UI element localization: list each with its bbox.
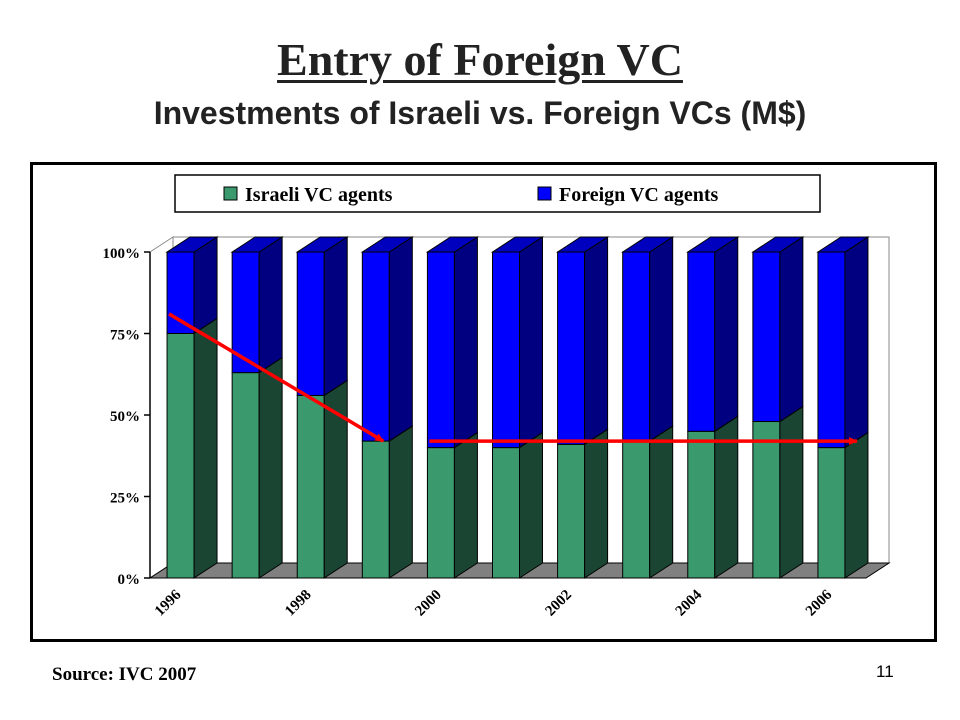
- bar-segment-top: [490, 236, 545, 253]
- bar-segment-front: [622, 251, 651, 442]
- bar-segment-side: [844, 236, 869, 449]
- bar-segment-front: [361, 440, 390, 579]
- bar-segment-side: [714, 236, 739, 433]
- bar-segment-front: [752, 251, 781, 423]
- x-tick-label: 1998: [282, 587, 315, 620]
- bar-segment-side: [519, 431, 543, 579]
- x-tick-label: 2006: [803, 587, 836, 620]
- bar-segment-top: [425, 236, 480, 253]
- bar-segment-top: [620, 236, 675, 253]
- x-tick-label: 2002: [542, 587, 575, 620]
- y-tick-label: 0%: [118, 572, 141, 588]
- bar-segment-side: [519, 236, 543, 449]
- bar-segment-front: [426, 251, 455, 449]
- bar-segment-side: [258, 356, 283, 579]
- bar-segment-side: [779, 236, 804, 423]
- bar-segment-front: [557, 443, 586, 579]
- legend-label-foreign: Foreign VC agents: [559, 184, 718, 206]
- x-tick-label: 1996: [152, 587, 185, 620]
- bar-segment-top: [230, 236, 284, 253]
- bar-segment-front: [361, 251, 390, 442]
- trend-arrow: [168, 312, 385, 443]
- bar-segment-top: [360, 236, 415, 253]
- bar-segment-side: [453, 236, 478, 449]
- bar-segment-front: [752, 421, 781, 579]
- bar-segment-front: [296, 394, 325, 579]
- bar-segment-side: [453, 431, 478, 579]
- bar-segment-front: [687, 251, 716, 432]
- bar-segment-side: [193, 236, 218, 335]
- legend-label-israeli: Israeli VC agents: [245, 184, 393, 206]
- x-tick-label: 2004: [673, 587, 706, 620]
- bar-segment-front: [296, 251, 325, 396]
- bar-segment-side: [584, 236, 609, 446]
- bar-segment-front: [817, 447, 846, 579]
- page-number: 11: [876, 662, 894, 681]
- slide-title: Entry of Foreign VC: [277, 34, 683, 85]
- bar-segment-side: [779, 405, 804, 579]
- y-tick-label: 25%: [110, 491, 140, 507]
- bar-segment-front: [231, 372, 260, 579]
- bar-segment-front: [622, 440, 651, 579]
- source-note: Source: IVC 2007: [52, 664, 197, 685]
- bar-segment-top: [555, 236, 610, 253]
- y-tick-label: 75%: [110, 328, 140, 344]
- y-tick-label: 50%: [110, 409, 140, 425]
- bar-segment-side: [649, 425, 674, 579]
- bar-segment-front: [817, 251, 846, 449]
- plot-area: 0% 25% 50% 75% 100% 1996 1998 2000 2002 2004 2006: [103, 236, 891, 620]
- chart-frame: Israeli VC agents Foreign VC agents 0% 25…: [30, 162, 937, 642]
- bar-segment-side: [258, 236, 283, 374]
- bar-segment-front: [492, 447, 520, 579]
- bar-segment-front: [166, 333, 195, 579]
- legend-box: [174, 174, 821, 213]
- bar-segment-front: [492, 251, 520, 449]
- bar-segment-top: [686, 236, 740, 253]
- bar-segment-side: [323, 236, 348, 397]
- bar-segment-top: [295, 236, 349, 253]
- bar-segment-side: [388, 236, 413, 443]
- y-tick-label: 100%: [103, 246, 141, 262]
- slide-subtitle: Investments of Israeli vs. Foreign VCs (…: [153, 95, 807, 131]
- bar-segment-side: [584, 428, 609, 579]
- bar-segment-side: [649, 236, 674, 443]
- bar-segment-front: [557, 251, 586, 445]
- legend-swatch-israeli: [223, 186, 238, 201]
- bar-segment-front: [687, 430, 716, 579]
- bar-segment-side: [193, 317, 218, 579]
- bar-segment-top: [816, 236, 870, 253]
- bar-segment-side: [388, 425, 413, 579]
- legend-swatch-foreign: [537, 186, 552, 201]
- bar-segment-top: [165, 236, 219, 253]
- x-tick-label: 2000: [412, 587, 445, 620]
- bar-segment-front: [426, 447, 455, 579]
- bar-segment-top: [751, 236, 805, 253]
- bar-segment-side: [844, 431, 869, 579]
- stacked-bar-chart: Israeli VC agents Foreign VC agents 0% 25…: [103, 174, 891, 620]
- chart-legend: Israeli VC agents Foreign VC agents: [174, 174, 821, 213]
